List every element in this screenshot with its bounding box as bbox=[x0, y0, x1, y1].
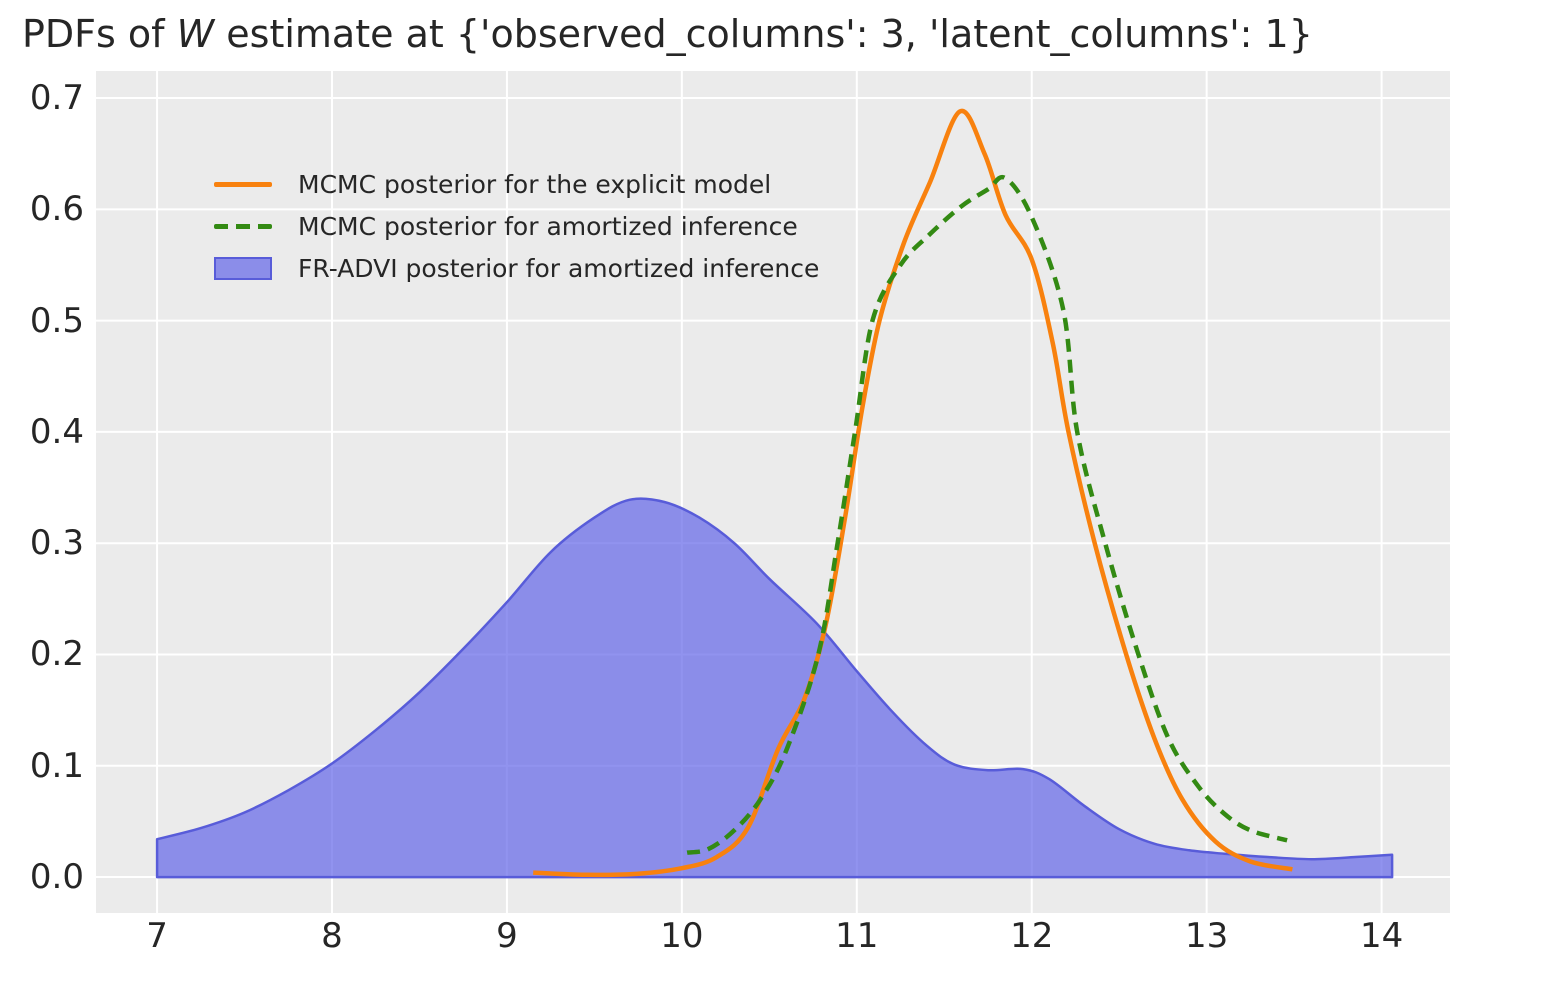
y-axis-tick-label: 0.1 bbox=[29, 745, 84, 786]
title-math-variable: W bbox=[176, 12, 215, 56]
legend: MCMC posterior for the explicit model MC… bbox=[214, 163, 819, 289]
title-prefix: PDFs of bbox=[22, 12, 177, 56]
legend-label: MCMC posterior for the explicit model bbox=[298, 169, 772, 199]
orange-solid-line-icon bbox=[214, 181, 272, 187]
x-axis-tick-label: 13 bbox=[1185, 916, 1229, 956]
blue-area-patch-icon bbox=[214, 256, 272, 280]
green-dashed-line-icon bbox=[214, 223, 272, 229]
series-line-mcmc_amortized bbox=[686, 174, 1288, 855]
x-axis-tick-label: 12 bbox=[1010, 916, 1054, 956]
x-axis-tick-label: 11 bbox=[835, 916, 879, 956]
title-suffix: estimate at {'observed_columns': 3, 'lat… bbox=[214, 12, 1313, 56]
legend-item-mcmc-amortized: MCMC posterior for amortized inference bbox=[214, 205, 819, 247]
x-axis-tick-label: 7 bbox=[146, 916, 168, 956]
x-axis-tick-label: 10 bbox=[660, 916, 704, 956]
legend-item-mcmc-explicit: MCMC posterior for the explicit model bbox=[214, 163, 819, 205]
series-area-fradvi_amortized bbox=[155, 497, 1394, 879]
page-title: PDFs of W estimate at {'observed_columns… bbox=[22, 12, 1313, 58]
chart-canvas bbox=[96, 71, 1450, 913]
y-axis-tick-label: 0.3 bbox=[29, 523, 84, 564]
y-axis-tick-label: 0.7 bbox=[29, 78, 84, 119]
y-axis-tick-label: 0.5 bbox=[29, 300, 84, 341]
series-line-mcmc_explicit bbox=[533, 108, 1293, 878]
legend-item-fradvi-amortized: FR-ADVI posterior for amortized inferenc… bbox=[214, 247, 819, 289]
legend-label: FR-ADVI posterior for amortized inferenc… bbox=[298, 253, 820, 283]
y-axis-tick-label: 0.2 bbox=[29, 634, 84, 675]
y-axis-tick-label: 0.0 bbox=[29, 857, 84, 898]
x-axis-tick-label: 8 bbox=[321, 916, 343, 956]
plot-area: MCMC posterior for the explicit model MC… bbox=[96, 71, 1450, 913]
x-axis-tick-label: 14 bbox=[1359, 916, 1404, 956]
y-axis-tick-label: 0.6 bbox=[29, 189, 84, 230]
legend-label: MCMC posterior for amortized inference bbox=[298, 211, 798, 241]
y-axis-tick-label: 0.4 bbox=[29, 411, 84, 452]
x-axis-tick-label: 9 bbox=[496, 916, 518, 956]
